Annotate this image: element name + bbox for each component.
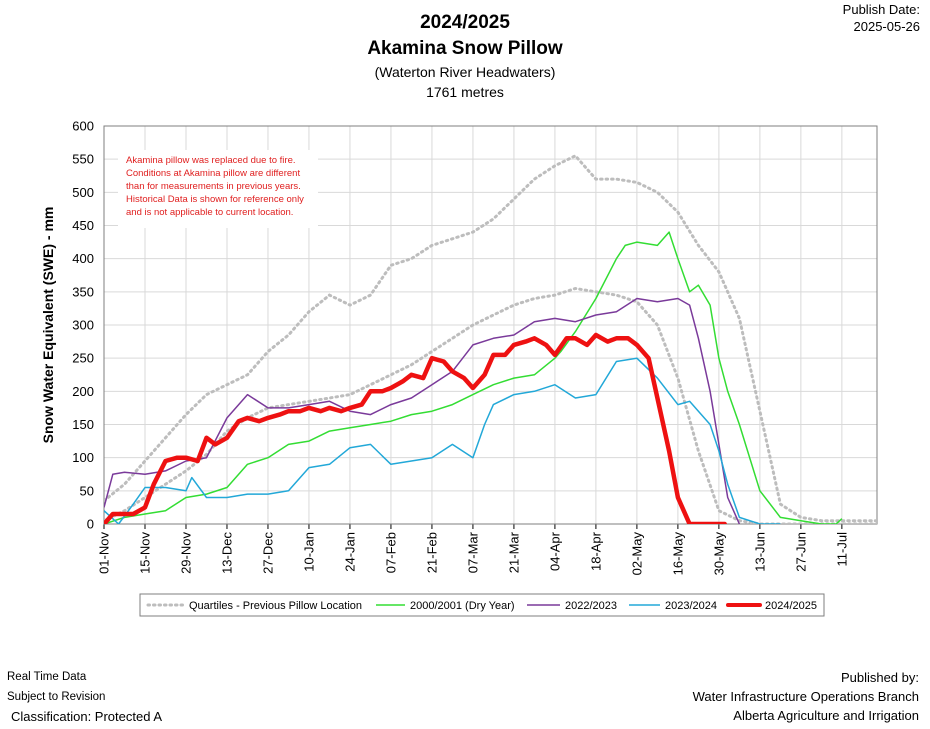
x-tick-label: 04-Apr [547, 531, 562, 571]
x-tick-label: 27-Dec [260, 532, 275, 574]
x-tick-label: 01-Nov [97, 532, 112, 574]
y-tick-label: 250 [72, 351, 94, 366]
y-tick-label: 350 [72, 284, 94, 299]
publish-label: Publish Date: [842, 2, 920, 17]
y-tick-label: 500 [72, 185, 94, 200]
footer-left: Real Time Data Subject to Revision Class… [7, 667, 162, 727]
x-tick-label: 29-Nov [178, 532, 193, 574]
series-2023-2024-line [104, 357, 781, 524]
publish-date: 2025-05-26 [853, 19, 921, 34]
y-axis-label: Snow Water Equivalent (SWE) - mm [40, 207, 56, 444]
y-tick-label: 200 [72, 384, 94, 399]
x-tick-label: 24-Jan [342, 532, 357, 572]
y-tick-label: 400 [72, 251, 94, 266]
y-tick-label: 100 [72, 450, 94, 465]
publish-info: Publish Date: 2025-05-26 [843, 1, 920, 35]
series-2022-2023-line [104, 297, 741, 524]
annotation-line: Akamina pillow was replaced due to fire. [126, 155, 296, 166]
x-tick-label: 13-Jun [752, 532, 767, 572]
chart-title: 2024/2025 [420, 12, 510, 33]
x-tick-label: 07-Mar [465, 531, 480, 573]
publisher-label: Published by: [840, 670, 919, 685]
legend-quartiles-label: Quartiles - Previous Pillow Location [189, 600, 362, 612]
x-tick-label: 13-Dec [219, 532, 234, 574]
y-tick-label: 450 [72, 218, 94, 233]
legend-2023-2024-label: 2023/2024 [665, 600, 717, 612]
x-tick-label: 16-May [670, 532, 685, 576]
plot-frame [103, 125, 878, 525]
y-tick-label: 50 [80, 483, 94, 498]
station-name: Akamina Snow Pillow [367, 38, 563, 59]
annotation-line: Historical Data is shown for reference o… [126, 194, 304, 205]
annotation-line: and is not applicable to current locatio… [126, 207, 293, 218]
annotation-box [118, 150, 318, 228]
legend-2000-2001-label: 2000/2001 (Dry Year) [410, 600, 515, 612]
legend-2022-2023-label: 2022/2023 [565, 600, 617, 612]
series-2000-2001-line [104, 231, 843, 524]
x-tick-label: 02-May [629, 532, 644, 576]
annotation-line: than for measurements in previous years. [126, 181, 301, 192]
footer-revision: Subject to Revision [7, 691, 106, 703]
legend-box [139, 593, 825, 617]
x-tick-label: 18-Apr [588, 531, 603, 571]
x-tick-label: 10-Jan [301, 532, 316, 572]
x-tick-label: 21-Mar [506, 531, 521, 573]
x-tick-label: 21-Feb [424, 532, 439, 573]
station-elevation: 1761 metres [426, 84, 504, 100]
y-tick-label: 300 [72, 318, 94, 333]
y-tick-label: 0 [87, 517, 94, 532]
x-tick-label: 30-May [711, 532, 726, 576]
x-tick-label: 15-Nov [137, 532, 152, 574]
series-2024-2025-line [104, 332, 727, 524]
y-tick-label: 150 [72, 417, 94, 432]
footer-classification: Classification: Protected A [11, 709, 163, 724]
legend-2024-2025-label: 2024/2025 [765, 600, 817, 612]
legend: Quartiles - Previous Pillow Location 2000… [139, 593, 825, 617]
y-tick-label: 600 [72, 119, 94, 134]
publisher-ministry: Alberta Agriculture and Irrigation [733, 708, 919, 723]
station-location: (Waterton River Headwaters) [374, 64, 556, 80]
x-tick-label: 07-Feb [383, 532, 398, 573]
footer-right: Published by: Water Infrastructure Opera… [693, 668, 919, 725]
footer-realtime: Real Time Data [7, 671, 87, 683]
y-tick-label: 550 [72, 152, 94, 167]
publisher-branch: Water Infrastructure Operations Branch [692, 689, 919, 704]
annotation-line: Conditions at Akamina pillow are differe… [126, 168, 300, 179]
x-tick-label: 11-Jul [834, 532, 849, 567]
x-tick-label: 27-Jun [793, 532, 808, 572]
quartile-upper-line [104, 153, 877, 523]
